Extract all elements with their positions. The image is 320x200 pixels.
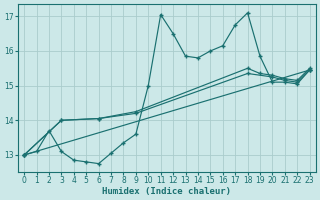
X-axis label: Humidex (Indice chaleur): Humidex (Indice chaleur) [102, 187, 231, 196]
